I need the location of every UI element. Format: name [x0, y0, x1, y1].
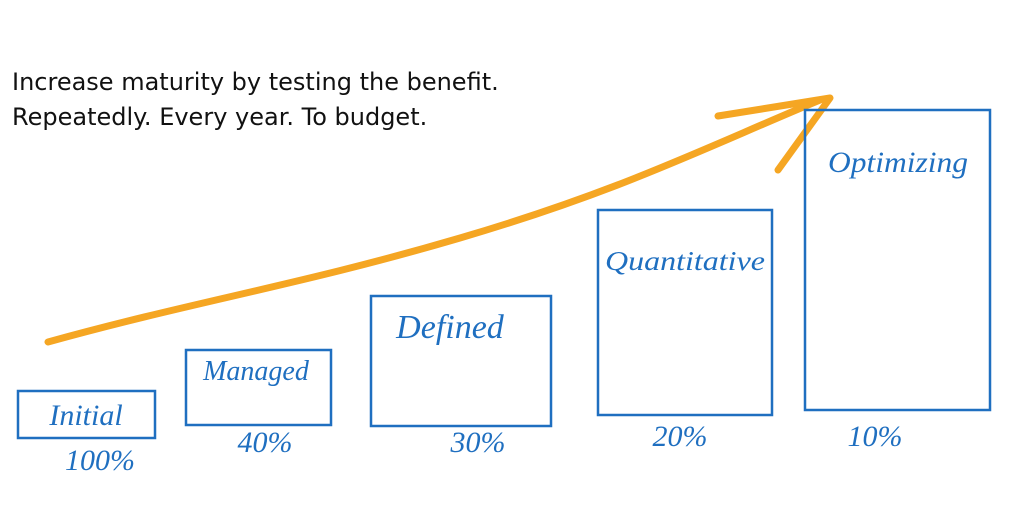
stage-label: Defined — [395, 309, 505, 346]
stage-percent: 10% — [848, 420, 903, 453]
stage-percent: 40% — [238, 426, 293, 459]
stage-label: Initial — [48, 399, 122, 432]
stage-box — [16, 389, 157, 440]
stage-label: Managed — [202, 356, 310, 387]
stage-label: Quantitative — [605, 246, 765, 276]
stage-box — [803, 108, 992, 412]
stage-box — [184, 348, 333, 427]
growth-arrow — [44, 96, 824, 346]
stage-label: Optimizing — [828, 146, 968, 179]
arrow-head — [714, 94, 834, 174]
stage-percent: 20% — [653, 420, 708, 453]
header-line: Increase maturity by testing the benefit… — [12, 68, 499, 96]
stage-percent: 100% — [65, 444, 135, 477]
stage-box — [369, 294, 553, 428]
header-line: Repeatedly. Every year. To budget. — [12, 103, 427, 131]
stage-box — [596, 208, 774, 417]
stage-percent: 30% — [450, 426, 506, 459]
